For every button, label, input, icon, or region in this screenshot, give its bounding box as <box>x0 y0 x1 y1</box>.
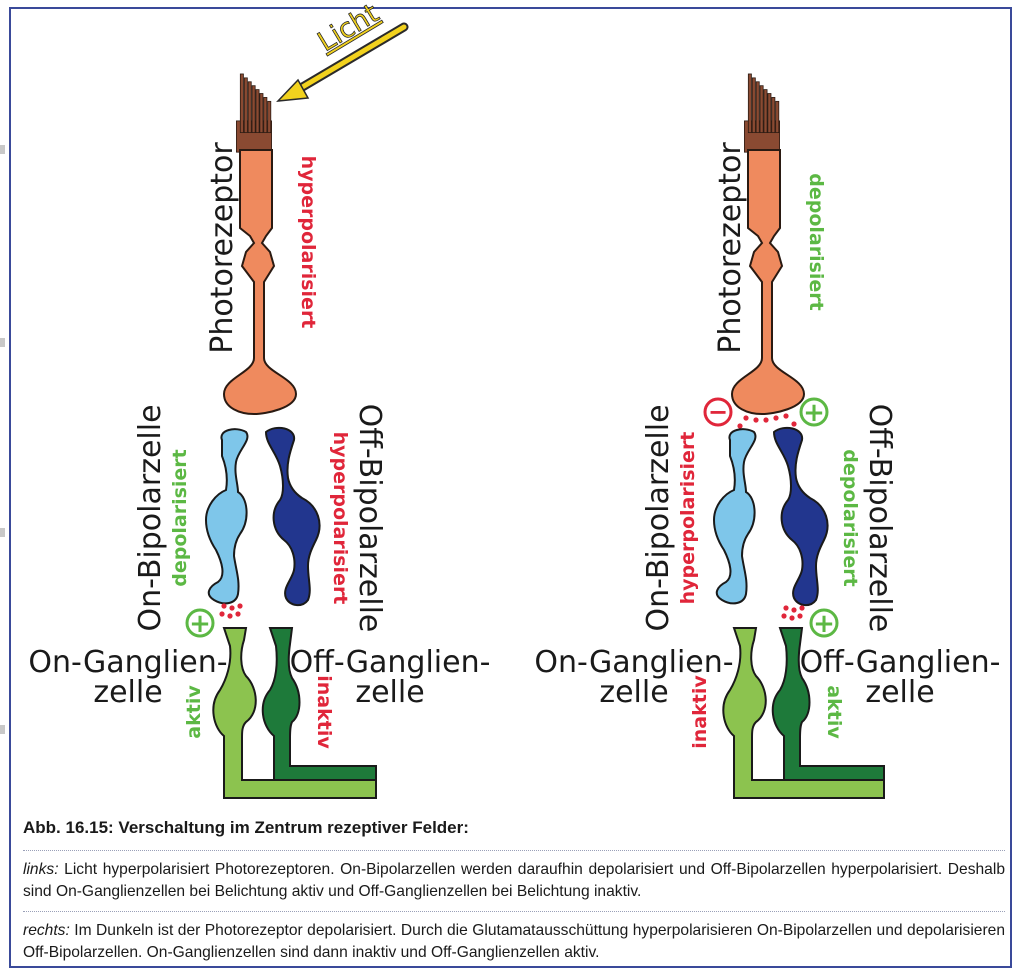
off-bipolar-label: Off-Bipolarzelle <box>352 404 387 633</box>
on-bipolar-cell-left <box>204 428 249 605</box>
off-ganglion-cell-left <box>261 627 377 781</box>
figure-frame <box>9 7 1012 968</box>
off-ganglion-state-right: aktiv <box>823 685 845 739</box>
plus-symbol: + <box>813 609 835 639</box>
plus-sign-left: + <box>185 608 215 639</box>
caption-right-paragraph: rechts: Im Dunkeln ist der Photorezeptor… <box>23 920 1005 964</box>
photoreceptor-label: Photorezeptor <box>205 142 240 354</box>
off-bipolar-state-left: hyperpolarisiert <box>329 432 351 605</box>
off-ganglion-label-right-2: zelle <box>865 675 934 710</box>
caption-left-text: Licht hyperpolarisiert Photorezeptoren. … <box>23 861 1005 900</box>
caption-left-paragraph: links: Licht hyperpolarisiert Photorezep… <box>23 859 1005 903</box>
figure-caption: Abb. 16.15: Verschaltung im Zentrum reze… <box>23 818 1005 972</box>
photoreceptor-state-right: depolarisiert <box>805 173 827 311</box>
off-bipolar-cell-left <box>264 426 321 606</box>
minus-sign-right: − <box>703 397 733 427</box>
edge-marker <box>0 528 5 537</box>
caption-right-text: Im Dunkeln ist der Photorezeptor depolar… <box>23 922 1005 961</box>
plus-sign-right-bottom: + <box>809 608 839 639</box>
off-ganglion-label-right-1: Off-Ganglien- <box>800 645 1001 680</box>
caption-divider <box>23 850 1005 851</box>
plus-symbol: + <box>803 398 825 428</box>
light-arrow: Licht <box>276 0 409 102</box>
on-bipolar-cell-right <box>712 428 757 605</box>
photoreceptor-state-left: hyperpolarisiert <box>297 156 319 329</box>
caption-divider <box>23 911 1005 912</box>
retina-circuit-diagram: Licht Photorezeptor hyperpolarisiert On-… <box>28 0 1001 799</box>
on-bipolar-label: On-Bipolarzelle <box>133 404 168 631</box>
photoreceptor-label-right: Photorezeptor <box>713 142 748 354</box>
off-ganglion-label-2: zelle <box>355 675 424 710</box>
on-bipolar-label-right: On-Bipolarzelle <box>641 404 676 631</box>
caption-right-label: rechts: <box>23 922 70 939</box>
edge-marker <box>0 725 5 734</box>
off-ganglion-label-1: Off-Ganglien- <box>290 645 491 680</box>
caption-title: Abb. 16.15: Verschaltung im Zentrum reze… <box>23 818 469 837</box>
on-ganglion-label-2: zelle <box>93 675 162 710</box>
off-ganglion-cell-right <box>771 627 885 781</box>
on-ganglion-state-left: aktiv <box>183 685 205 739</box>
photoreceptor-left <box>222 73 298 416</box>
off-bipolar-label-right: Off-Bipolarzelle <box>862 404 897 633</box>
on-ganglion-label-1: On-Ganglien- <box>28 645 227 680</box>
photoreceptor-right <box>730 73 806 416</box>
on-ganglion-state-right: inaktiv <box>689 675 711 749</box>
edge-marker <box>0 145 5 154</box>
right-panel-dark: Photorezeptor depolarisiert − + On-Bipol… <box>534 73 1001 799</box>
on-bipolar-state-right: hyperpolarisiert <box>677 432 699 605</box>
on-ganglion-label-right-1: On-Ganglien- <box>534 645 733 680</box>
on-ganglion-label-right-2: zelle <box>599 675 668 710</box>
plus-sign-right-top: + <box>799 397 829 428</box>
off-ganglion-state-left: inaktiv <box>313 675 335 749</box>
on-bipolar-state-left: depolarisiert <box>169 449 191 587</box>
caption-left-label: links: <box>23 861 59 878</box>
off-bipolar-state-right: depolarisiert <box>839 449 861 587</box>
off-bipolar-cell-right <box>772 426 829 606</box>
synapse-dots-bipolar <box>781 605 805 621</box>
edge-marker <box>0 338 5 347</box>
minus-symbol: − <box>708 398 728 426</box>
left-panel-light: Licht Photorezeptor hyperpolarisiert On-… <box>28 0 491 799</box>
synapse-dots <box>219 603 243 619</box>
plus-symbol: + <box>189 609 211 639</box>
synapse-dots-photoreceptor <box>737 413 797 429</box>
